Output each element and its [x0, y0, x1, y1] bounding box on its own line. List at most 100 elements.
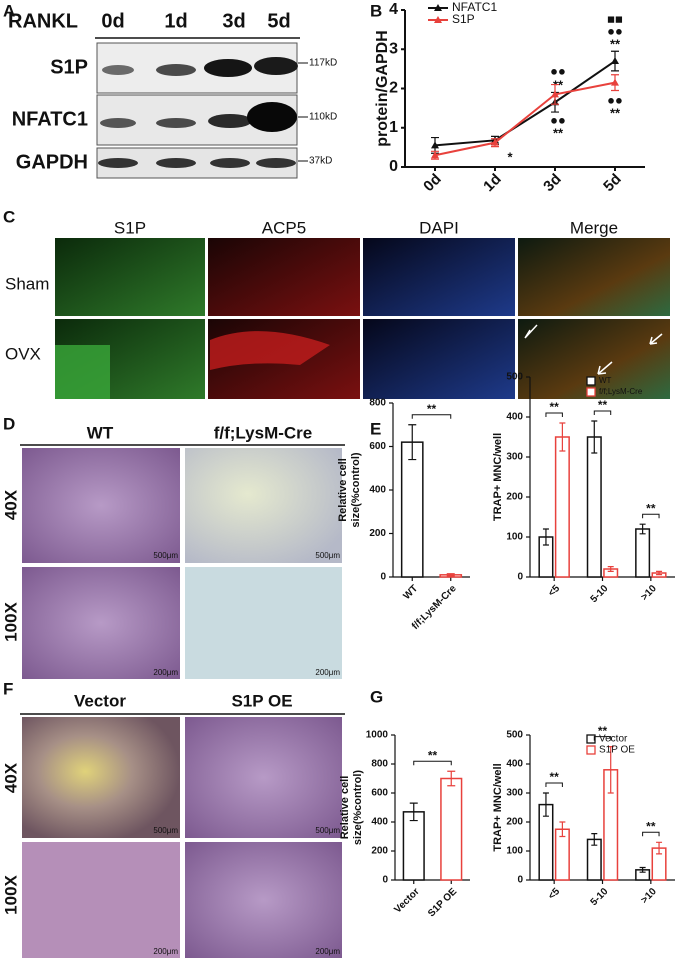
y-tick-label: 500: [506, 372, 523, 383]
micrograph: [22, 567, 180, 679]
micrograph: [185, 842, 342, 958]
error-bar: [409, 802, 418, 822]
annotation: ■■: [607, 11, 623, 26]
size-label: 37kD: [309, 156, 332, 167]
y-tick-label: 800: [369, 398, 386, 409]
marker: [611, 57, 619, 65]
significance-label: **: [428, 748, 438, 762]
annotation: ●●: [607, 92, 623, 107]
annotation: **: [553, 125, 564, 140]
significance-label: **: [646, 819, 656, 833]
marker: [551, 90, 559, 98]
legend-swatch: [586, 745, 596, 755]
magnification: 100X: [1, 874, 20, 914]
scale-bar: 500μm: [315, 826, 340, 835]
legend-label: S1P OE: [599, 745, 635, 756]
y-tick-label: 0: [517, 572, 523, 583]
significance-bracket: [545, 782, 563, 787]
annotations: * ●● ** ●● ** ■■ ●● ** ●● **: [507, 11, 623, 164]
significance-bracket: [593, 736, 612, 741]
significance-bracket: [411, 414, 452, 419]
y-tick-label: 0: [382, 875, 388, 886]
x-tick-label: S1P OE: [426, 886, 459, 919]
y-tick-label: 4: [389, 1, 398, 18]
legend-label: f/f;LysM-Cre: [599, 387, 643, 396]
micrograph: [185, 448, 342, 563]
panel-label: B: [370, 1, 382, 20]
significance-label: **: [427, 402, 437, 416]
significance-bracket: [642, 831, 660, 837]
legend-label: S1P: [452, 12, 475, 26]
band: [156, 64, 196, 76]
timepoint: 1d: [164, 10, 187, 32]
legend-label: NFATC1: [452, 0, 497, 14]
y-tick-label: 0: [389, 158, 398, 175]
error-bar: [446, 573, 455, 577]
y-tick-label: 400: [371, 817, 388, 828]
significance-bracket: [545, 412, 563, 417]
annotation: *: [507, 149, 513, 164]
y-tick-label: 500: [506, 730, 523, 741]
column-label: f/f;LysM-Cre: [214, 423, 313, 442]
column-label: WT: [87, 423, 114, 442]
signal: [210, 331, 330, 370]
band: [208, 114, 252, 128]
legend-marker: [434, 4, 442, 11]
band: [156, 158, 196, 168]
band: [256, 158, 296, 168]
micrograph: [55, 238, 205, 316]
size-label: 110kD: [309, 112, 337, 123]
significance-label: **: [646, 501, 656, 515]
legend-marker: [434, 16, 442, 23]
error-bar: [447, 770, 456, 787]
group-label: OVX: [5, 344, 41, 363]
scale-bar: 500μm: [315, 551, 340, 560]
y-tick-label: 600: [369, 441, 386, 452]
y-tick-label: 2: [389, 80, 398, 97]
band: [210, 158, 250, 168]
bar: [402, 811, 425, 881]
panel-label: C: [3, 207, 15, 226]
treatment-label: RANKL: [8, 10, 78, 32]
marker: [491, 138, 499, 146]
y-tick-label: 600: [371, 788, 388, 799]
scale-bar: 200μm: [153, 668, 178, 677]
band: [102, 65, 134, 75]
y-axis-label: size(%control): [352, 770, 364, 846]
y-tick-label: 300: [506, 452, 523, 463]
magnification: 40X: [1, 489, 20, 520]
error-bar: [542, 528, 549, 546]
y-axis-label: size(%control): [350, 452, 362, 528]
legend-label: Vector: [599, 734, 628, 745]
micrograph: [363, 319, 515, 399]
annotation: ●●: [607, 23, 623, 38]
panel-label: A: [3, 1, 15, 20]
channel-label: DAPI: [419, 218, 459, 237]
timepoint: 5d: [267, 10, 290, 32]
bar: [635, 528, 651, 578]
band: [156, 118, 196, 128]
marker: [431, 141, 439, 149]
y-tick-label: 100: [506, 846, 523, 857]
micrograph: [22, 717, 180, 838]
annotation: ●●: [550, 112, 566, 127]
error-bar: [559, 821, 566, 838]
micrograph: [363, 238, 515, 316]
y-tick-label: 200: [506, 817, 523, 828]
panel-label: E: [370, 419, 381, 438]
timepoint: 3d: [222, 10, 245, 32]
arrow: [597, 361, 613, 375]
panel-label: D: [3, 414, 15, 433]
micrograph: [22, 448, 180, 563]
western-blot: RANKL 0d 1d 3d 5d S1P NFATC1 GAPDH 117kD…: [8, 10, 337, 179]
y-tick-label: 300: [506, 788, 523, 799]
y-axis-label: TRAP+ MNC/well: [492, 433, 504, 521]
x-tick-label: 0d: [420, 171, 444, 195]
series-line: [434, 60, 616, 147]
band: [247, 102, 297, 132]
protein-label: NFATC1: [12, 108, 88, 130]
column-label: S1P OE: [231, 691, 292, 710]
legend-swatch: [586, 387, 596, 397]
y-tick-label: 0: [517, 875, 523, 886]
